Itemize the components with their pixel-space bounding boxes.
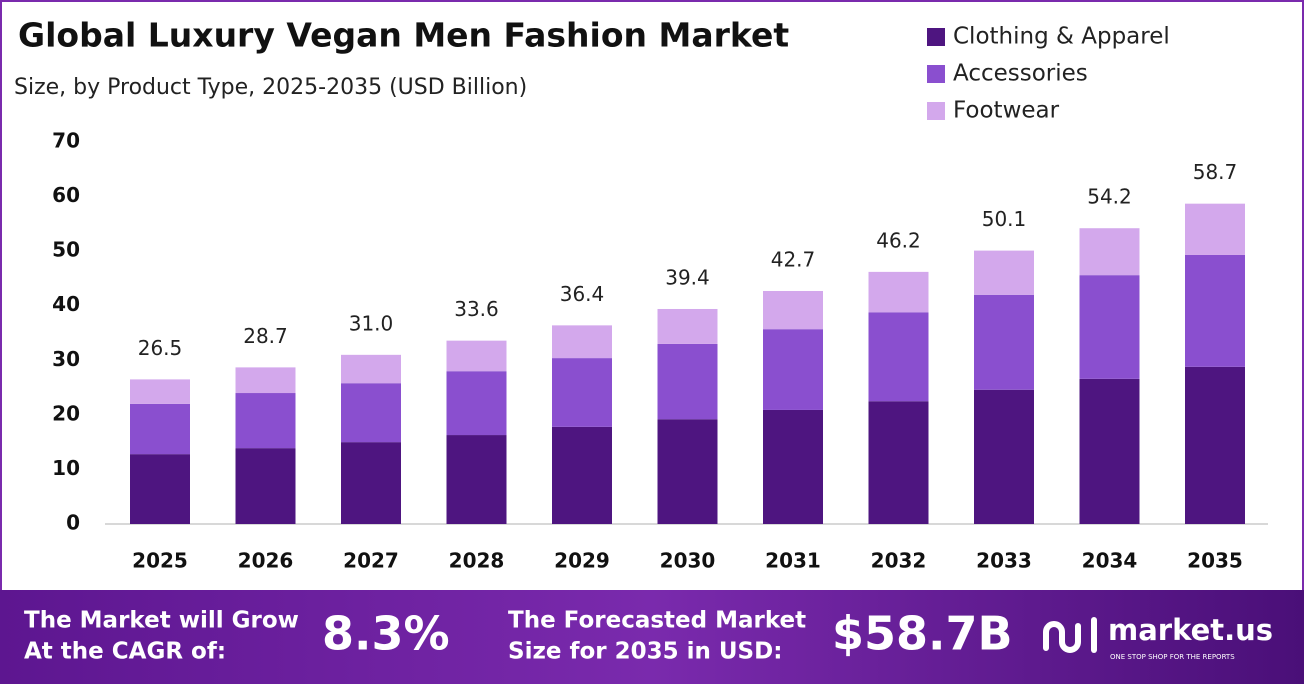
legend-swatch [927,65,945,83]
forecast-value: $58.7B [832,607,1013,661]
bar-segment [868,312,929,402]
forecast-text: The Forecasted Market [508,608,806,634]
bar-segment [446,340,507,372]
bar-segment [446,435,507,524]
total-label: 39.4 [665,265,710,289]
logo-mark [1043,621,1081,653]
y-tick-label: 40 [52,292,80,316]
total-label: 46.2 [876,228,921,252]
x-tick-label: 2027 [343,549,399,573]
bar-segment [868,401,929,524]
x-tick-label: 2032 [871,549,927,573]
bar-segment [1185,203,1245,255]
chart-title: Global Luxury Vegan Men Fashion Market [18,16,789,55]
x-tick-label: 2025 [132,549,188,573]
bar-segment [341,442,401,524]
bar-segment [1185,366,1245,524]
total-label: 31.0 [349,311,394,335]
cagr-value: 8.3% [322,607,450,661]
bar-segment [974,294,1034,390]
bar-segment [1079,275,1140,379]
bar-segment [235,367,296,394]
y-tick-label: 50 [52,238,80,262]
bar-segment [868,271,929,313]
x-tick-label: 2035 [1187,549,1243,573]
forecast-text: Size for 2035 in USD: [508,639,782,665]
bar-segment [974,250,1034,295]
footer-band [0,590,1304,684]
y-tick-label: 30 [52,347,80,371]
x-tick-label: 2029 [554,549,610,573]
bar-segment [974,389,1034,524]
bar-segment [763,409,823,524]
bar-segment [341,383,401,443]
total-label: 33.6 [454,297,499,321]
bar-segment [552,426,612,524]
bar-segment [552,325,612,359]
legend-label: Accessories [953,61,1088,87]
bar-segment [657,343,718,420]
y-tick-label: 10 [52,456,80,480]
total-label: 36.4 [560,282,605,306]
y-tick-label: 60 [52,183,80,207]
total-label: 54.2 [1087,185,1132,209]
total-label: 58.7 [1193,160,1238,184]
y-tick-label: 20 [52,401,80,425]
legend-swatch [927,28,945,46]
legend-label: Clothing & Apparel [953,24,1170,50]
chart-subtitle: Size, by Product Type, 2025-2035 (USD Bi… [14,75,527,100]
bar-segment [130,454,190,524]
total-label: 28.7 [243,324,288,348]
x-tick-label: 2026 [238,549,294,573]
brand-name: market.us [1108,613,1273,647]
bar-segment [235,448,296,524]
total-label: 26.5 [138,336,183,360]
bar-segment [446,371,507,436]
bar-segment [552,358,612,427]
cagr-text: At the CAGR of: [24,639,226,665]
bar-segment [1079,228,1140,276]
y-tick-label: 70 [52,129,80,153]
bar-segment [1079,378,1140,524]
total-label: 50.1 [982,207,1027,231]
bar-segment [763,329,823,410]
brand-logo [1043,617,1097,653]
x-tick-label: 2031 [765,549,821,573]
bar-segment [130,403,190,455]
total-label: 42.7 [771,247,816,271]
cagr-text: The Market will Grow [24,608,299,634]
bar-segment [130,379,190,404]
bar-segment [657,308,718,344]
bar-segment [235,393,296,449]
x-tick-label: 2034 [1082,549,1138,573]
bar-segment [341,354,401,384]
bar-segment [1185,254,1245,367]
y-tick-label: 0 [66,511,80,535]
legend-swatch [927,102,945,120]
x-tick-label: 2033 [976,549,1032,573]
x-tick-label: 2028 [449,549,505,573]
x-tick-label: 2030 [660,549,716,573]
bar-segment [657,419,718,524]
legend-label: Footwear [953,98,1060,124]
brand-tagline: ONE STOP SHOP FOR THE REPORTS [1110,653,1235,661]
bar-segment [763,290,823,330]
